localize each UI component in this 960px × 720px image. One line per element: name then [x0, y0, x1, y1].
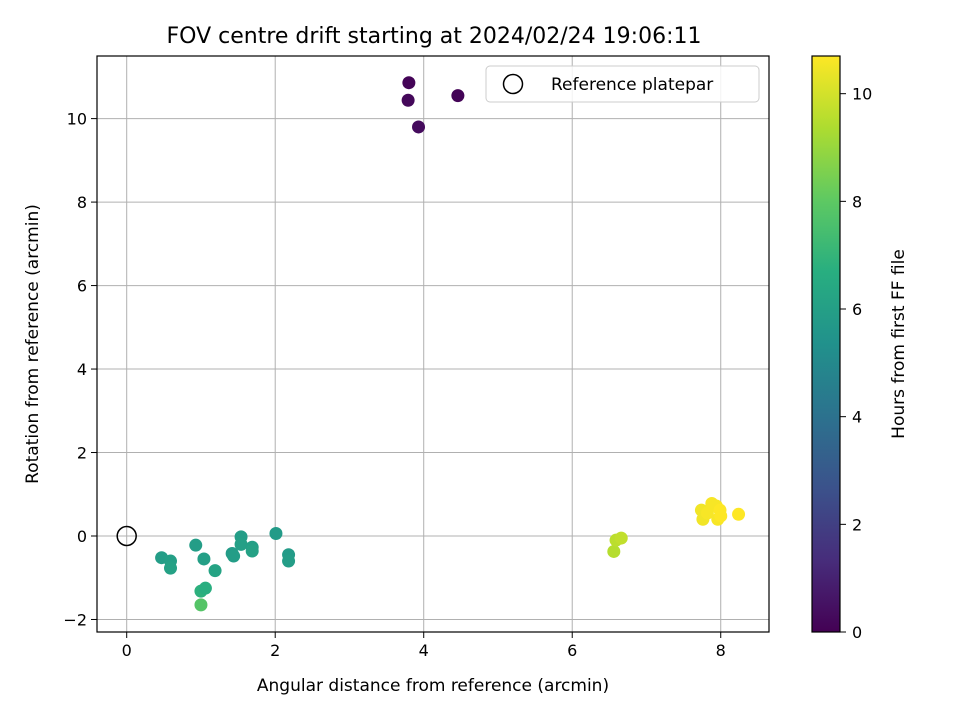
colorbar-gradient: [812, 56, 840, 632]
colorbar-frame: [811, 55, 841, 633]
data-point: [194, 598, 208, 612]
y-tick-label: 6: [77, 277, 87, 296]
data-point: [245, 544, 259, 558]
legend: Reference platepar: [485, 65, 760, 103]
colorbar-tick-label: 10: [852, 85, 872, 104]
y-tick-label: 10: [67, 110, 87, 129]
y-axis-label: Rotation from reference (arcmin): [23, 204, 43, 484]
data-point: [208, 564, 222, 578]
y-tick-label: 0: [77, 527, 87, 546]
colorbar-label: Hours from first FF file: [889, 249, 909, 439]
colorbar: 0 2 4 6 8 10 Hours from first FF file: [811, 55, 909, 642]
colorbar-tick-label: 2: [852, 515, 862, 534]
data-point: [164, 561, 178, 575]
x-axis-ticks: 0 2 4 6 8: [122, 632, 726, 660]
y-axis-ticks: −2 0 2 4 6 8 10: [63, 110, 97, 629]
reference-platepar-marker: [116, 525, 137, 547]
data-point: [451, 89, 465, 103]
data-point: [732, 507, 746, 521]
data-point: [197, 552, 211, 566]
y-tick-label: −2: [63, 610, 87, 629]
y-tick-label: 4: [77, 360, 87, 379]
legend-marker-reference: [502, 73, 524, 95]
data-point: [227, 549, 241, 563]
legend-box: [485, 65, 760, 103]
data-point: [269, 526, 283, 540]
colorbar-tick-label: 6: [852, 300, 862, 319]
data-points: [116, 76, 746, 612]
x-axis-label: Angular distance from reference (arcmin): [257, 676, 609, 696]
x-tick-label: 2: [270, 641, 280, 660]
plot-frame: [96, 55, 770, 633]
data-point: [714, 509, 728, 523]
data-point: [189, 538, 203, 552]
data-point: [198, 581, 212, 595]
data-point: [401, 93, 415, 107]
colorbar-tick-label: 0: [852, 623, 862, 642]
data-point: [234, 537, 248, 551]
x-tick-label: 4: [419, 641, 429, 660]
colorbar-ticks: 0 2 4 6 8 10: [840, 85, 872, 642]
data-point: [402, 76, 416, 90]
data-point: [282, 554, 296, 568]
data-point: [412, 120, 426, 134]
grid: [97, 56, 769, 632]
chart-title: FOV centre drift starting at 2024/02/24 …: [167, 24, 702, 49]
y-tick-label: 2: [77, 444, 87, 463]
x-tick-label: 0: [122, 641, 132, 660]
x-tick-label: 8: [716, 641, 726, 660]
x-tick-label: 6: [567, 641, 577, 660]
data-point: [607, 544, 621, 558]
colorbar-tick-label: 8: [852, 192, 862, 211]
legend-entry-reference: Reference platepar: [551, 75, 713, 95]
colorbar-tick-label: 4: [852, 408, 862, 427]
data-point: [614, 531, 628, 545]
y-tick-label: 8: [77, 193, 87, 212]
